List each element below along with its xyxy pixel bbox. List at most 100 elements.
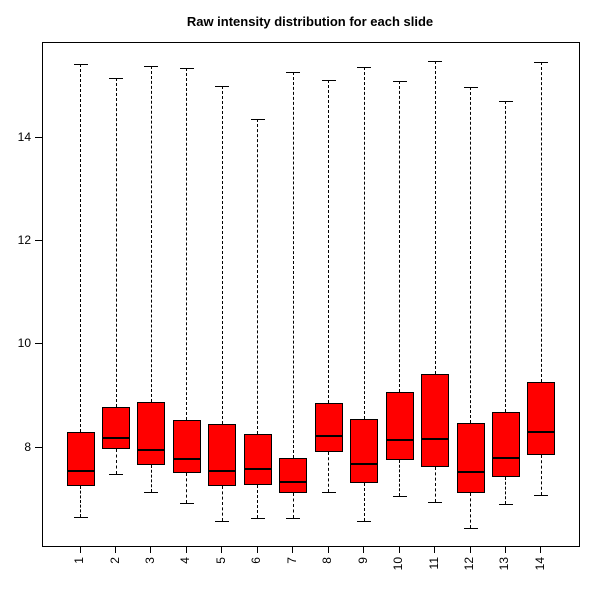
upper-whisker-cap: [498, 100, 513, 102]
upper-whisker: [470, 87, 472, 424]
box-iqr: [350, 419, 379, 483]
median-line: [102, 437, 131, 440]
median-line: [279, 480, 308, 483]
upper-whisker: [186, 67, 188, 421]
lower-whisker-cap: [250, 518, 265, 520]
x-axis-tick-label: 1: [72, 557, 87, 564]
lower-whisker-cap: [286, 518, 301, 520]
upper-whisker-cap: [392, 80, 407, 82]
y-axis-tick-label: 8: [24, 439, 31, 454]
x-axis-tick-label: 14: [532, 557, 547, 571]
x-axis-tick-label: 6: [249, 557, 264, 564]
lower-whisker: [363, 482, 365, 522]
lower-whisker: [221, 486, 223, 522]
x-axis-tick-label: 12: [462, 557, 477, 571]
lower-whisker: [328, 451, 330, 492]
box-iqr: [421, 373, 450, 467]
lower-whisker-cap: [463, 527, 478, 529]
lower-whisker-cap: [321, 491, 336, 493]
median-line: [385, 439, 414, 442]
x-axis-tick-label: 9: [355, 557, 370, 564]
box-iqr: [385, 392, 414, 461]
upper-whisker-cap: [357, 67, 372, 69]
x-axis-tick-label: 5: [213, 557, 228, 564]
upper-whisker-cap: [321, 80, 336, 82]
upper-whisker-cap: [144, 65, 159, 67]
upper-whisker: [434, 61, 436, 374]
box-iqr: [208, 423, 237, 487]
upper-whisker-cap: [215, 85, 230, 87]
box-iqr: [456, 423, 485, 493]
x-axis-tick: [469, 546, 471, 553]
upper-whisker: [257, 119, 259, 435]
lower-whisker-cap: [498, 504, 513, 506]
lower-whisker-cap: [179, 503, 194, 505]
box-iqr: [172, 420, 201, 473]
box-iqr: [279, 458, 308, 493]
box-iqr: [137, 402, 166, 466]
x-axis-tick: [398, 546, 400, 553]
upper-whisker-cap: [109, 78, 124, 80]
lower-whisker-cap: [357, 521, 372, 523]
x-axis-tick-label: 3: [142, 557, 157, 564]
y-axis-tick-label: 12: [17, 233, 31, 248]
lower-whisker: [470, 492, 472, 528]
median-line: [243, 467, 272, 470]
upper-whisker-cap: [73, 63, 88, 65]
median-line: [527, 430, 556, 433]
upper-whisker: [399, 80, 401, 393]
median-line: [208, 469, 237, 472]
lower-whisker: [540, 455, 542, 496]
upper-whisker: [505, 100, 507, 412]
x-axis-tick-label: 11: [426, 557, 441, 570]
y-axis-tick: [35, 240, 42, 242]
upper-whisker: [363, 67, 365, 420]
lower-whisker-cap: [215, 521, 230, 523]
median-line: [421, 437, 450, 440]
upper-whisker: [115, 78, 117, 408]
x-axis-tick-label: 2: [107, 557, 122, 564]
upper-whisker-cap: [463, 87, 478, 89]
x-axis-tick: [185, 546, 187, 553]
x-axis-tick-label: 4: [178, 557, 193, 564]
x-axis-tick: [540, 546, 542, 553]
chart-title: Raw intensity distribution for each slid…: [186, 14, 434, 29]
upper-whisker: [80, 63, 82, 433]
y-axis-tick: [35, 137, 42, 139]
median-line: [137, 448, 166, 451]
upper-whisker: [150, 65, 152, 403]
upper-whisker-cap: [179, 67, 194, 69]
box-iqr: [102, 407, 131, 450]
y-axis-tick-label: 10: [17, 336, 31, 351]
lower-whisker: [399, 460, 401, 496]
y-axis-tick: [35, 343, 42, 345]
median-line: [350, 463, 379, 466]
lower-whisker: [80, 486, 82, 518]
lower-whisker: [257, 485, 259, 519]
x-axis-tick: [504, 546, 506, 553]
median-line: [491, 456, 520, 459]
x-axis-tick: [327, 546, 329, 553]
lower-whisker-cap: [144, 491, 159, 493]
lower-whisker: [150, 465, 152, 492]
x-axis-tick: [115, 546, 117, 553]
x-axis-tick: [256, 546, 258, 553]
y-axis-tick-label: 14: [17, 130, 31, 145]
lower-whisker: [434, 466, 436, 502]
x-axis-tick: [79, 546, 81, 553]
lower-whisker: [292, 492, 294, 519]
lower-whisker-cap: [534, 495, 549, 497]
median-line: [314, 434, 343, 437]
x-axis-tick: [221, 546, 223, 553]
upper-whisker: [221, 85, 223, 424]
box-iqr: [491, 412, 520, 477]
median-line: [66, 469, 95, 472]
x-axis-tick: [292, 546, 294, 553]
box-iqr: [243, 434, 272, 486]
x-axis-tick: [150, 546, 152, 553]
lower-whisker: [186, 472, 188, 504]
plot-area: [42, 42, 580, 547]
upper-whisker-cap: [286, 72, 301, 74]
lower-whisker: [505, 476, 507, 505]
